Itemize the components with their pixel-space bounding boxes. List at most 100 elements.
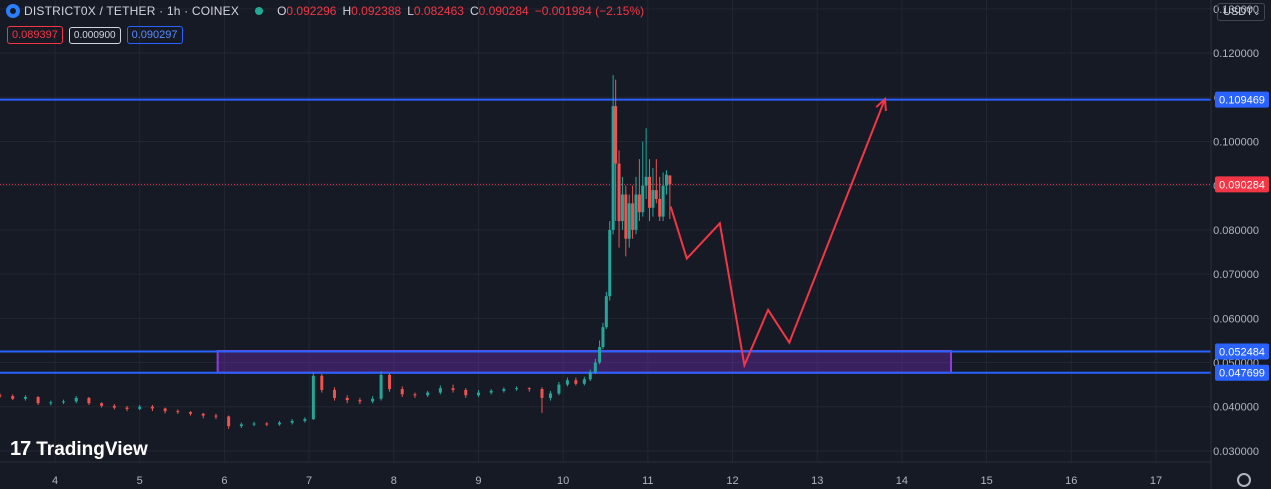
- candle-body: [23, 397, 27, 399]
- candle-body: [641, 185, 645, 213]
- price-axis[interactable]: 0.1300000.1200000.1100000.1000000.090000…: [1211, 0, 1271, 489]
- candle-body: [311, 375, 315, 420]
- open-value: 0.092296: [286, 4, 337, 18]
- candle-body: [476, 392, 480, 396]
- tradingview-mark-icon: 17: [10, 438, 31, 460]
- price-tick-label: 0.060000: [1213, 313, 1259, 325]
- high-label: H: [342, 4, 352, 18]
- candle-body: [644, 176, 648, 186]
- candle-body: [371, 398, 375, 402]
- symbol-title[interactable]: DISTRICT0X / TETHER · 1h · COINEX: [24, 4, 240, 18]
- time-tick-label: 13: [811, 475, 823, 487]
- chart-grid: [0, 0, 1211, 462]
- level-label-bg: [1215, 343, 1269, 360]
- time-tick-label: 6: [221, 475, 227, 487]
- price-tick-label: 0.070000: [1213, 269, 1259, 281]
- coin-logo-icon: [6, 4, 20, 18]
- candle-body: [614, 106, 618, 164]
- candle-body: [100, 403, 104, 406]
- candle-body: [557, 384, 561, 394]
- buy-button[interactable]: 0.090297: [126, 26, 183, 44]
- candle-body: [634, 194, 638, 230]
- candle-body: [624, 194, 628, 239]
- candle-body: [252, 423, 256, 425]
- candle-body: [489, 390, 493, 393]
- level-label: 0.052484: [1219, 347, 1265, 359]
- candle-body: [214, 415, 218, 417]
- candle-body: [138, 406, 142, 409]
- candle-body: [668, 175, 672, 185]
- current-price-label-bg: [1215, 176, 1269, 193]
- sell-button[interactable]: 0.089397: [7, 26, 63, 44]
- time-tick-label: 17: [1150, 475, 1162, 487]
- candle-body: [239, 424, 243, 427]
- candle-body: [593, 362, 597, 373]
- candle-body: [648, 176, 652, 208]
- candle-body: [150, 406, 154, 409]
- candle-body: [451, 388, 455, 390]
- time-tick-label: 15: [980, 475, 992, 487]
- candle-body: [502, 389, 506, 391]
- price-tick-label: 0.080000: [1213, 225, 1259, 237]
- candle-body: [400, 389, 404, 395]
- chevron-down-icon: ⌄: [1252, 6, 1261, 17]
- candle-body: [604, 296, 608, 328]
- candle-body: [333, 389, 337, 398]
- market-status-icon[interactable]: [255, 7, 264, 15]
- candle-body: [290, 420, 294, 423]
- candle-body: [176, 411, 180, 413]
- candle-body: [265, 423, 269, 425]
- level-label: 0.109469: [1219, 95, 1265, 107]
- time-tick-label: 16: [1065, 475, 1077, 487]
- candle-body: [661, 185, 665, 217]
- time-tick-label: 11: [642, 475, 653, 487]
- candle-body: [582, 379, 586, 384]
- candle-body: [163, 408, 167, 412]
- candle-body: [664, 174, 668, 186]
- candle-body: [515, 388, 519, 390]
- candle-body: [62, 401, 66, 403]
- projection-arrow: [669, 96, 887, 369]
- gear-icon[interactable]: [1237, 473, 1251, 487]
- level-label-bg: [1215, 91, 1269, 108]
- price-tick-label: 0.130000: [1213, 4, 1259, 16]
- symbol-header: DISTRICT0X / TETHER · 1h · COINEX O 0.092…: [6, 4, 644, 18]
- candle-body: [464, 389, 468, 396]
- candle-body: [527, 388, 531, 390]
- horizontal-levels: [0, 98, 1211, 374]
- candle-body: [620, 194, 624, 222]
- time-tick-label: 9: [475, 475, 481, 487]
- candle-body: [654, 190, 658, 199]
- level-label: 0.047699: [1219, 368, 1265, 380]
- candle-body: [548, 393, 552, 398]
- candle-body: [611, 106, 615, 230]
- candle-body: [627, 203, 631, 239]
- open-label: O: [277, 4, 287, 18]
- tradingview-wordmark: TradingView: [36, 438, 148, 460]
- low-label: L: [407, 4, 414, 18]
- candle-body: [87, 397, 91, 404]
- candle-body: [227, 416, 231, 427]
- price-axis-bg: [1211, 0, 1271, 489]
- candle-body: [637, 194, 641, 213]
- candle-body: [426, 392, 430, 396]
- price-tick-label: 0.040000: [1213, 402, 1259, 414]
- currency-select[interactable]: USDT ⌄: [1217, 3, 1265, 21]
- time-tick-label: 5: [137, 475, 143, 487]
- price-tick-label: 0.120000: [1213, 48, 1259, 60]
- candle-body: [358, 400, 362, 402]
- projection-arrow-line: [669, 98, 886, 369]
- candle-body: [617, 163, 621, 222]
- high-value: 0.092388: [351, 4, 402, 18]
- price-tick-label: 0.100000: [1213, 136, 1259, 148]
- candle-body: [651, 190, 655, 208]
- close-value: 0.090284: [478, 4, 529, 18]
- candle-body: [11, 396, 15, 399]
- candle-body: [320, 375, 324, 390]
- candle-body: [631, 203, 635, 230]
- current-price-label: 0.090284: [1219, 179, 1265, 191]
- tradingview-logo[interactable]: 17 TradingView: [10, 438, 148, 461]
- candle-body: [588, 372, 592, 380]
